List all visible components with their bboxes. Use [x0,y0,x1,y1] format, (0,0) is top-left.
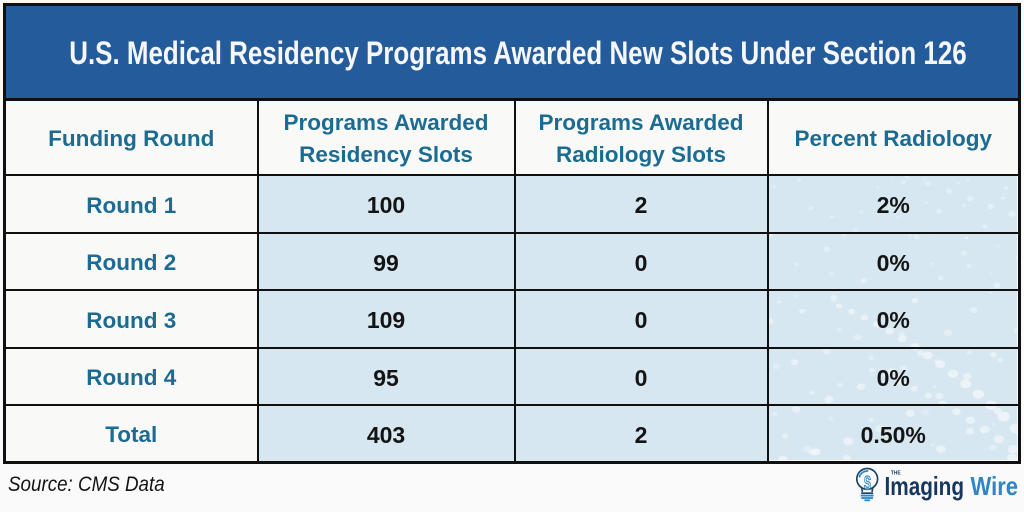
svg-text:Wire: Wire [971,471,1019,501]
svg-text:S: S [864,473,871,495]
svg-text:Imaging: Imaging [885,471,965,501]
